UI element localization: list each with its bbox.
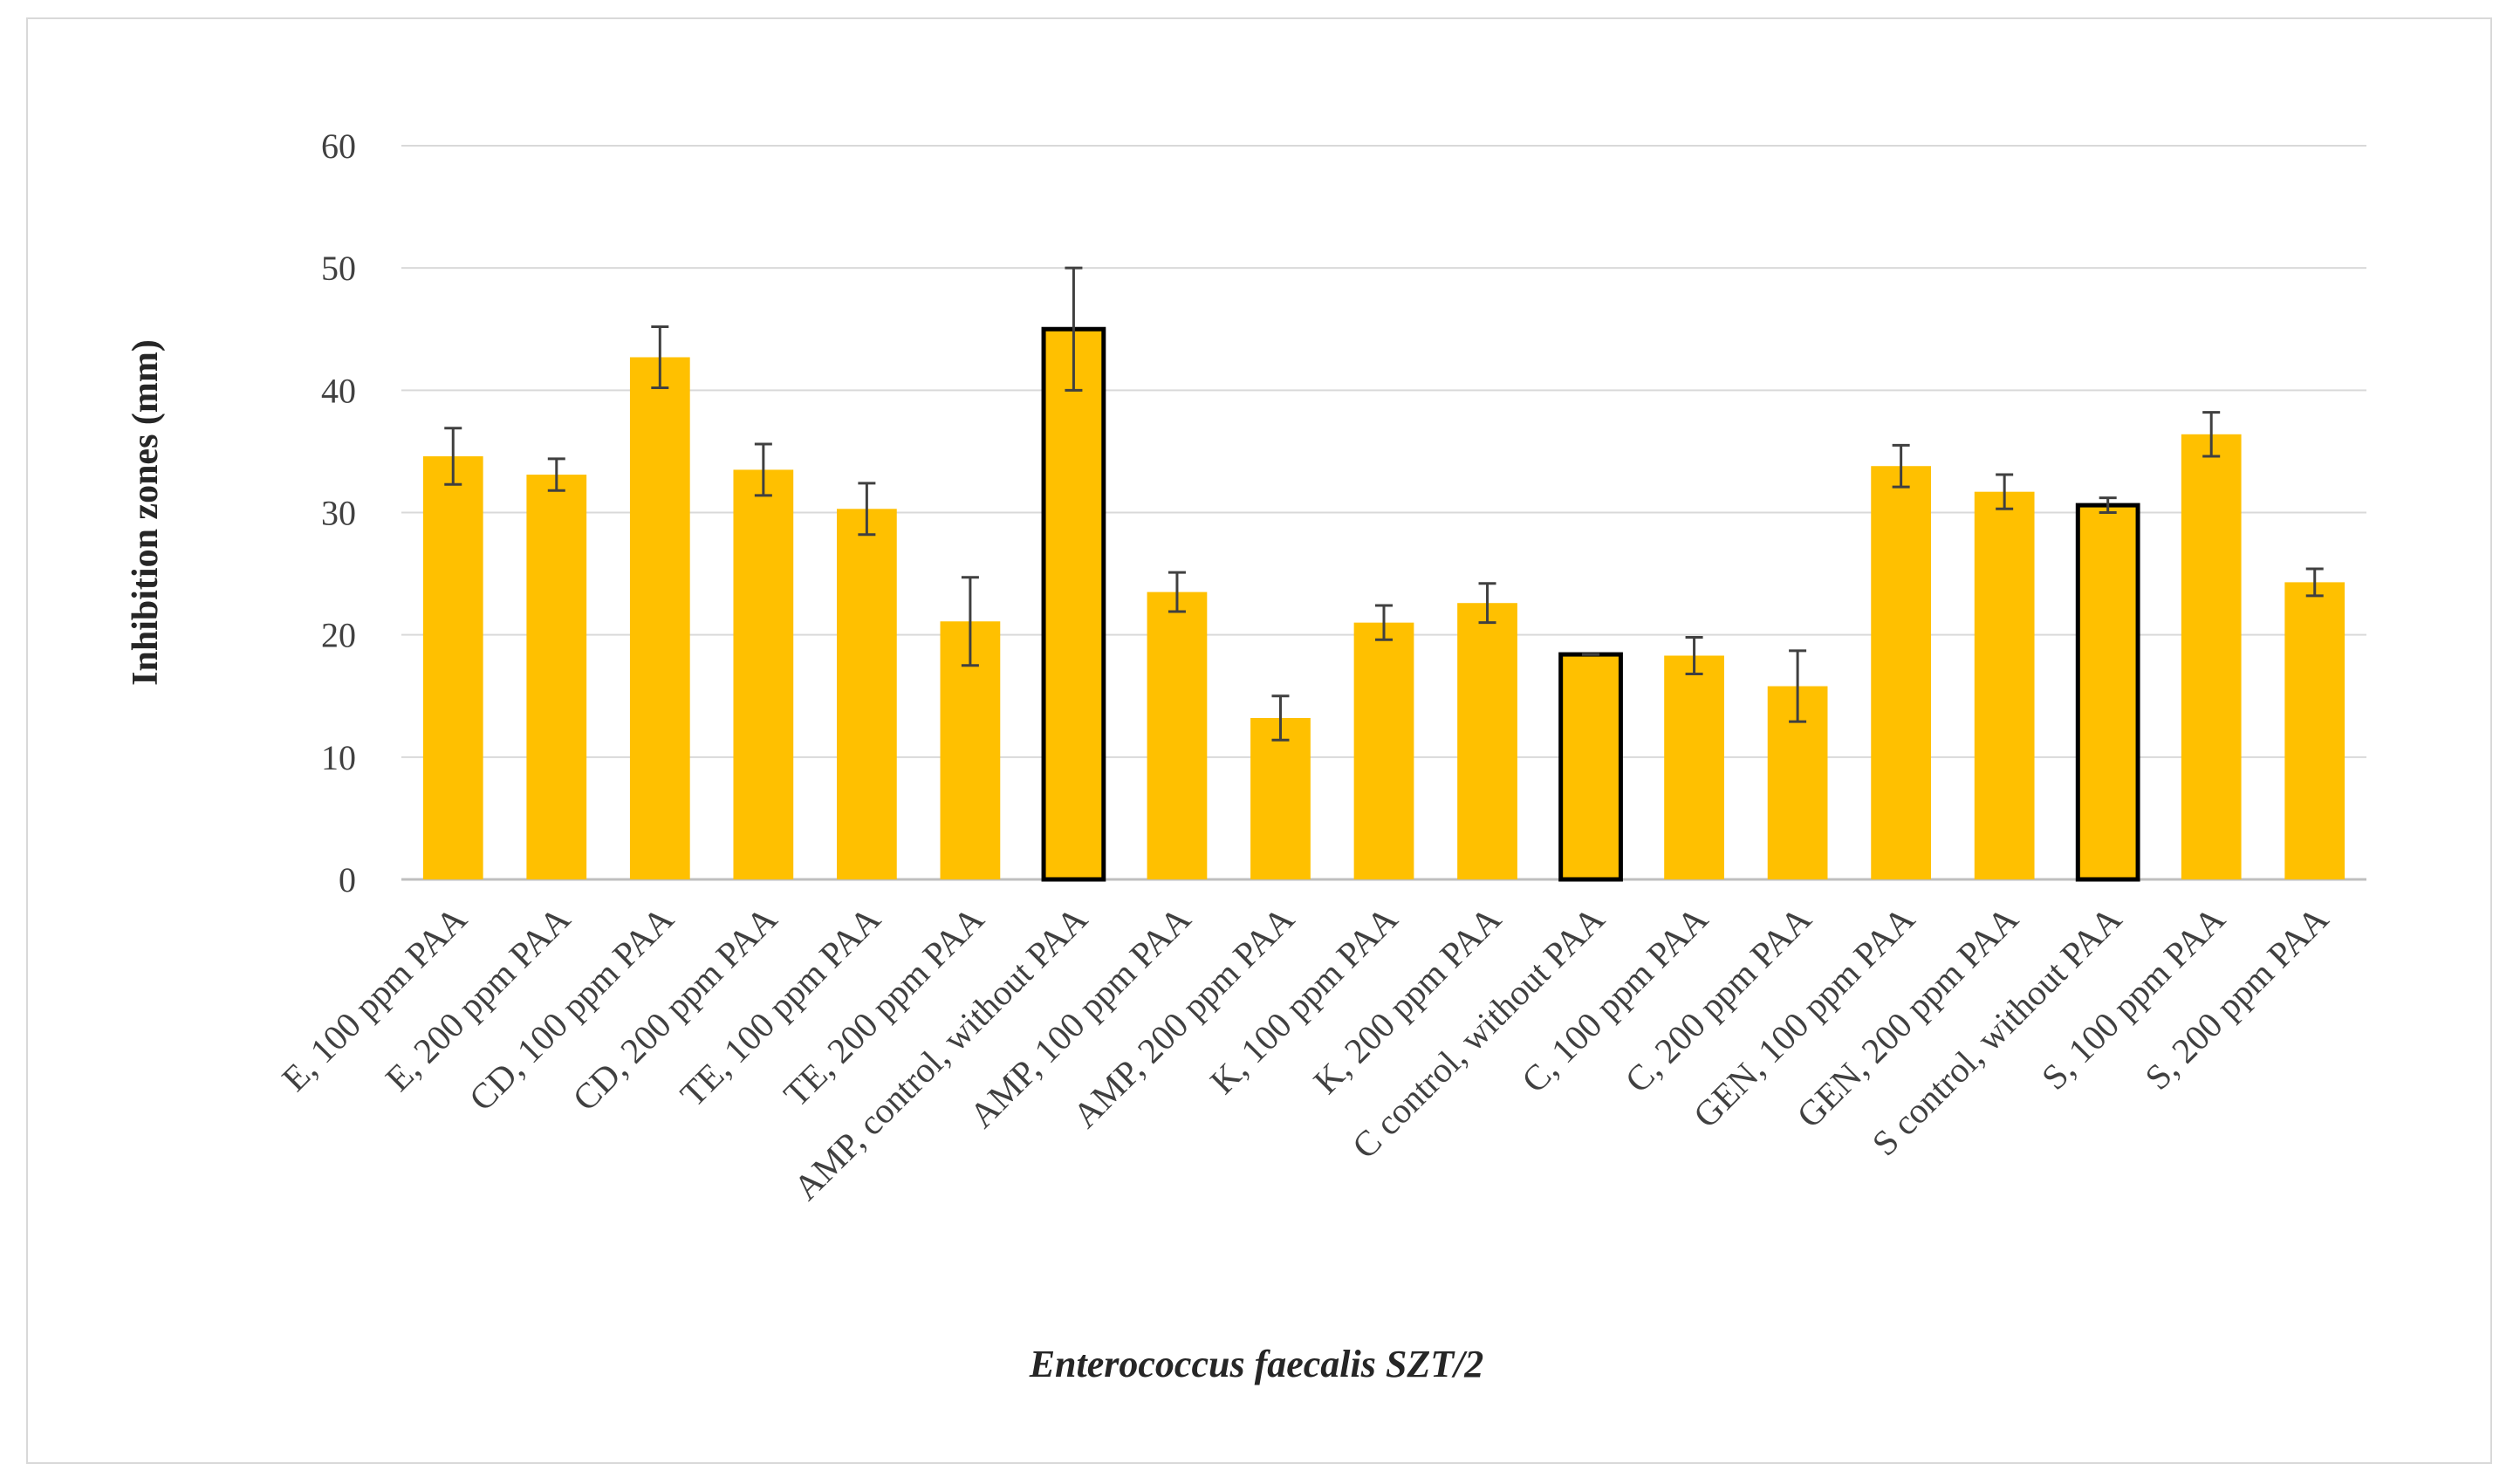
bar-13 bbox=[1664, 655, 1724, 879]
y-tick-label-10: 10 bbox=[321, 738, 356, 777]
x-tick-label-11: K, 200 ppm PAA bbox=[1305, 899, 1509, 1102]
y-tick-label-60: 60 bbox=[321, 127, 356, 166]
y-tick-label-50: 50 bbox=[321, 249, 356, 288]
x-tick-label-18: S, 100 ppm PAA bbox=[2034, 899, 2233, 1098]
bar-19 bbox=[2284, 582, 2345, 879]
x-tick-label-1: E, 100 ppm PAA bbox=[274, 899, 475, 1099]
y-axis-title: Inhibition zones (mm) bbox=[126, 339, 166, 686]
x-tick-label-19: S, 200 ppm PAA bbox=[2137, 899, 2336, 1098]
bar-18 bbox=[2181, 434, 2242, 879]
y-tick-label-40: 40 bbox=[321, 371, 356, 410]
bar-5 bbox=[836, 509, 897, 879]
y-tick-label-20: 20 bbox=[321, 616, 356, 655]
y-tick-label-0: 0 bbox=[339, 860, 356, 899]
x-tick-label-13: C, 100 ppm PAA bbox=[1514, 899, 1715, 1100]
bar-1 bbox=[422, 456, 483, 879]
bar-7 bbox=[1041, 326, 1106, 882]
bar-8 bbox=[1147, 592, 1208, 879]
bar-10 bbox=[1353, 622, 1414, 879]
bar-4 bbox=[733, 469, 794, 879]
bar-2 bbox=[526, 475, 587, 879]
bar-15 bbox=[1871, 466, 1932, 879]
bar-11 bbox=[1457, 603, 1517, 879]
bar-17 bbox=[2075, 503, 2140, 882]
bar-12 bbox=[1558, 652, 1623, 882]
y-tick-label-30: 30 bbox=[321, 494, 356, 533]
bar-9 bbox=[1250, 717, 1311, 879]
x-tick-label-10: K, 100 ppm PAA bbox=[1202, 899, 1406, 1102]
bar-3 bbox=[629, 357, 690, 879]
x-tick-label-2: E, 200 ppm PAA bbox=[378, 899, 579, 1099]
x-tick-label-14: C, 200 ppm PAA bbox=[1617, 899, 1818, 1100]
x-axis-title: Enterococcus faecalis SZT/2 bbox=[1029, 1343, 1484, 1385]
bar-16 bbox=[1974, 491, 2035, 879]
